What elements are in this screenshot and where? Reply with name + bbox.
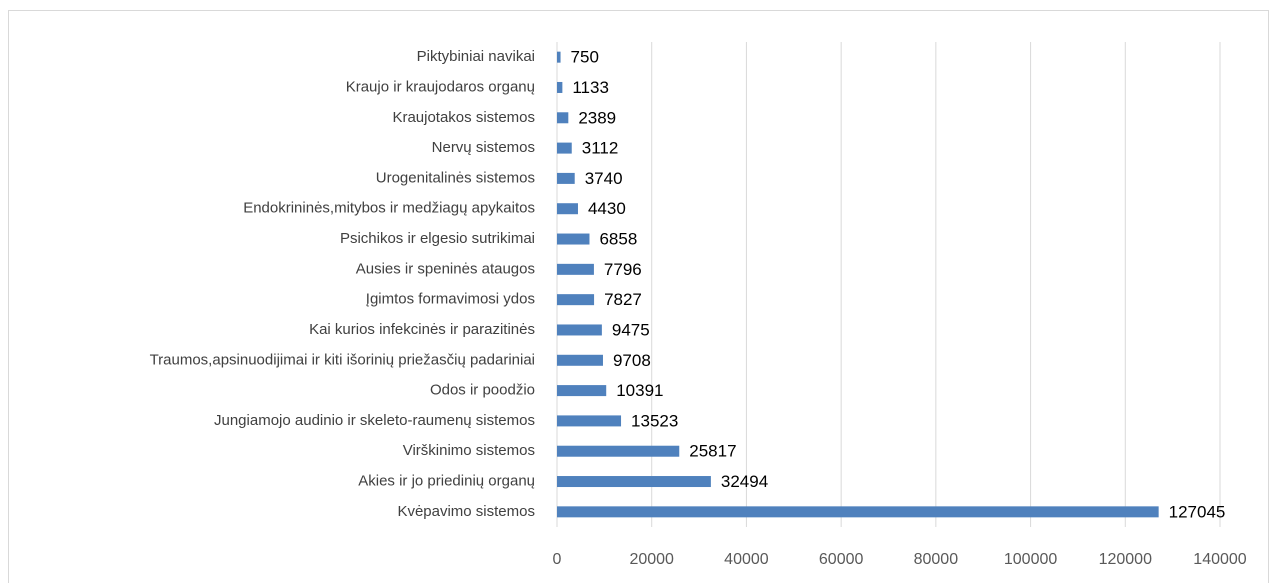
bar <box>557 81 563 93</box>
x-tick-label: 40000 <box>724 551 769 568</box>
value-label: 6858 <box>599 230 637 249</box>
y-tick-label: Ausies ir speninės ataugos <box>356 260 535 277</box>
y-tick-label: Urogenitalinės sistemos <box>376 169 535 186</box>
bar <box>557 263 594 275</box>
y-tick-label: Traumos,apsinuodijimai ir kiti išorinių … <box>150 351 535 368</box>
value-label: 2389 <box>578 108 616 127</box>
value-label: 9708 <box>613 351 651 370</box>
value-label: 10391 <box>616 381 663 400</box>
value-label: 3112 <box>582 139 619 158</box>
y-tick-label: Kraujotakos sistemos <box>392 109 535 126</box>
bar <box>557 476 711 488</box>
x-tick-label: 20000 <box>629 551 674 568</box>
x-tick-label: 140000 <box>1193 551 1246 568</box>
bar <box>557 506 1159 518</box>
value-label: 4430 <box>588 199 626 218</box>
bar <box>557 142 572 154</box>
y-tick-label: Kraujo ir kraujodaros organų <box>346 78 535 95</box>
bar <box>557 445 680 457</box>
bar <box>557 233 590 245</box>
value-label: 25817 <box>689 442 736 461</box>
value-label: 7827 <box>604 290 642 309</box>
y-tick-label: Kai kurios infekcinės ir parazitinės <box>309 321 535 338</box>
y-tick-label: Akies ir jo priedinių organų <box>358 473 535 490</box>
y-tick-label: Odos ir poodžio <box>430 382 535 399</box>
bar <box>557 294 595 306</box>
bar <box>557 324 602 336</box>
y-tick-label: Psichikos ir elgesio sutrikimai <box>340 230 535 247</box>
bar <box>557 51 561 63</box>
bar <box>557 354 603 366</box>
value-label: 127045 <box>1169 502 1226 521</box>
value-label: 9475 <box>612 320 650 339</box>
value-label: 1133 <box>572 78 609 97</box>
y-tick-label: Įgimtos formavimosi ydos <box>366 291 535 308</box>
value-label: 13523 <box>631 411 678 430</box>
value-label: 7796 <box>604 260 642 279</box>
chart-frame <box>8 10 1269 583</box>
y-tick-label: Piktybiniai navikai <box>417 48 535 65</box>
bar <box>557 112 569 124</box>
x-tick-label: 80000 <box>914 551 959 568</box>
x-tick-label: 0 <box>553 551 562 568</box>
value-label: 750 <box>571 48 599 67</box>
value-label: 32494 <box>721 472 768 491</box>
value-label: 3740 <box>585 169 623 188</box>
bar <box>557 415 622 427</box>
y-tick-label: Nervų sistemos <box>432 139 535 156</box>
bar <box>557 172 575 184</box>
y-tick-label: Kvėpavimo sistemos <box>397 503 535 520</box>
x-tick-label: 100000 <box>1004 551 1057 568</box>
bar <box>557 203 578 215</box>
y-tick-label: Jungiamojo audinio ir skeleto-raumenų si… <box>214 412 535 429</box>
bar <box>557 385 607 397</box>
y-tick-label: Endokrininės,mitybos ir medžiagų apykait… <box>243 200 535 217</box>
x-tick-label: 120000 <box>1099 551 1152 568</box>
x-tick-label: 60000 <box>819 551 864 568</box>
y-tick-label: Virškinimo sistemos <box>403 442 535 459</box>
